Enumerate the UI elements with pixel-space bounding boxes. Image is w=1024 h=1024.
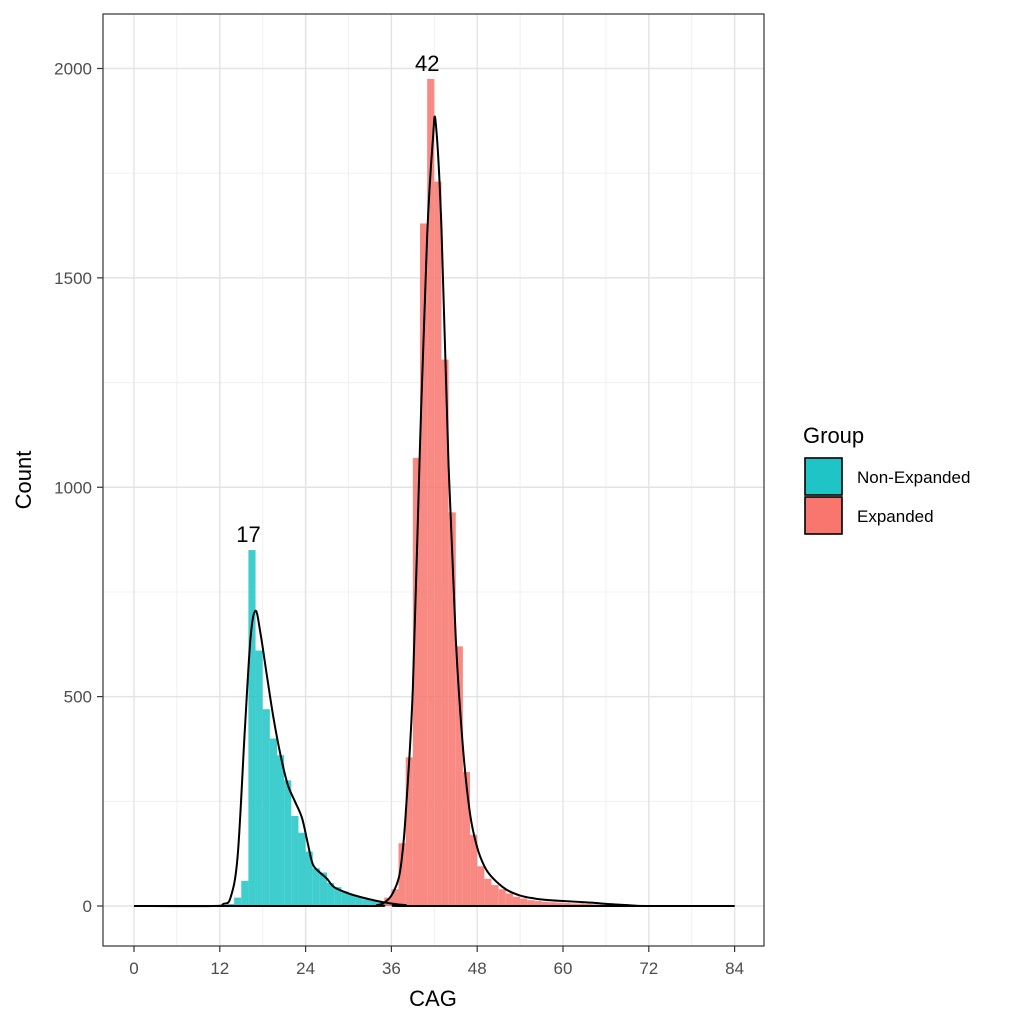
histogram-bars bbox=[226, 78, 628, 906]
histogram-bar bbox=[441, 359, 449, 906]
histogram-bar bbox=[505, 893, 513, 906]
x-tick-label: 72 bbox=[639, 959, 658, 978]
histogram-bar bbox=[391, 889, 399, 906]
histogram-bar bbox=[255, 650, 263, 906]
x-tick-label: 12 bbox=[210, 959, 229, 978]
y-axis-ticks: 0 500 1000 1500 2000 bbox=[54, 60, 103, 916]
histogram-bar bbox=[405, 757, 413, 906]
y-axis-title: Count bbox=[11, 451, 36, 510]
histogram-bar bbox=[226, 903, 235, 906]
histogram-bar bbox=[512, 896, 521, 906]
histogram-bar bbox=[470, 834, 478, 906]
x-axis-title: CAG bbox=[409, 986, 457, 1011]
histogram-bar bbox=[577, 903, 585, 906]
x-tick-label: 60 bbox=[554, 959, 573, 978]
histogram-bar bbox=[420, 223, 428, 906]
histogram-bar bbox=[334, 887, 342, 906]
histogram-bar bbox=[527, 900, 535, 906]
histogram-bar bbox=[384, 897, 392, 906]
x-tick-label: 24 bbox=[296, 959, 315, 978]
x-tick-label: 84 bbox=[725, 959, 744, 978]
histogram-bar bbox=[277, 755, 285, 906]
x-tick-label: 0 bbox=[129, 959, 138, 978]
histogram-bar bbox=[312, 868, 320, 906]
legend-label: Non-Expanded bbox=[857, 468, 970, 487]
histogram-bar bbox=[427, 78, 435, 906]
peak-label: 42 bbox=[415, 51, 439, 76]
y-tick-label: 0 bbox=[83, 897, 92, 916]
histogram-bar bbox=[355, 896, 363, 906]
histogram-bar bbox=[298, 832, 306, 906]
legend-swatch bbox=[804, 457, 843, 496]
histogram-bar bbox=[541, 901, 549, 906]
histogram-bar bbox=[369, 900, 378, 906]
histogram-bar bbox=[491, 885, 499, 906]
histogram-bar bbox=[234, 897, 242, 906]
histogram-bar bbox=[477, 866, 485, 906]
density-curve bbox=[133, 609, 735, 908]
histogram-bar bbox=[498, 889, 506, 906]
histogram-bar bbox=[327, 882, 335, 906]
histogram-bar bbox=[484, 878, 492, 906]
histogram-bar bbox=[341, 891, 349, 906]
legend: Group Non-Expanded Expanded bbox=[803, 423, 970, 535]
histogram-bar bbox=[534, 900, 542, 906]
legend-title: Group bbox=[803, 423, 864, 448]
x-tick-label: 48 bbox=[468, 959, 487, 978]
histogram-bar bbox=[305, 851, 313, 906]
histogram-bar bbox=[455, 646, 463, 906]
histogram-bar bbox=[269, 738, 277, 906]
histogram-bar bbox=[548, 902, 556, 906]
legend-label: Expanded bbox=[857, 507, 934, 526]
histogram-bar bbox=[348, 894, 356, 906]
histogram-bar bbox=[584, 903, 592, 906]
x-axis-ticks: 0 12 24 36 48 60 72 84 bbox=[129, 946, 744, 978]
histogram-bar bbox=[248, 550, 256, 906]
histogram-bar bbox=[398, 843, 406, 906]
histogram-bar bbox=[319, 872, 328, 906]
histogram-bar bbox=[448, 512, 456, 906]
histogram-bar bbox=[555, 902, 563, 906]
histogram-bar bbox=[291, 815, 299, 906]
histogram-bar bbox=[520, 898, 528, 906]
plot-border bbox=[102, 13, 765, 947]
legend-swatch bbox=[804, 496, 843, 535]
density-curve bbox=[133, 115, 735, 908]
y-tick-label: 1000 bbox=[54, 478, 92, 497]
y-tick-label: 2000 bbox=[54, 60, 92, 79]
histogram-bar bbox=[284, 780, 292, 906]
histogram-bar bbox=[412, 457, 420, 906]
peak-label: 17 bbox=[236, 522, 260, 547]
histogram-bar bbox=[362, 899, 370, 906]
y-tick-label: 500 bbox=[64, 688, 92, 707]
histogram-bar bbox=[462, 772, 471, 906]
histogram-bar bbox=[563, 903, 571, 906]
x-tick-label: 36 bbox=[382, 959, 401, 978]
density-curves bbox=[133, 115, 735, 908]
histogram-bar bbox=[570, 903, 578, 906]
histogram-bar bbox=[241, 880, 249, 906]
histogram-bar bbox=[262, 709, 270, 906]
y-tick-label: 1500 bbox=[54, 269, 92, 288]
histogram-bar bbox=[434, 181, 442, 906]
